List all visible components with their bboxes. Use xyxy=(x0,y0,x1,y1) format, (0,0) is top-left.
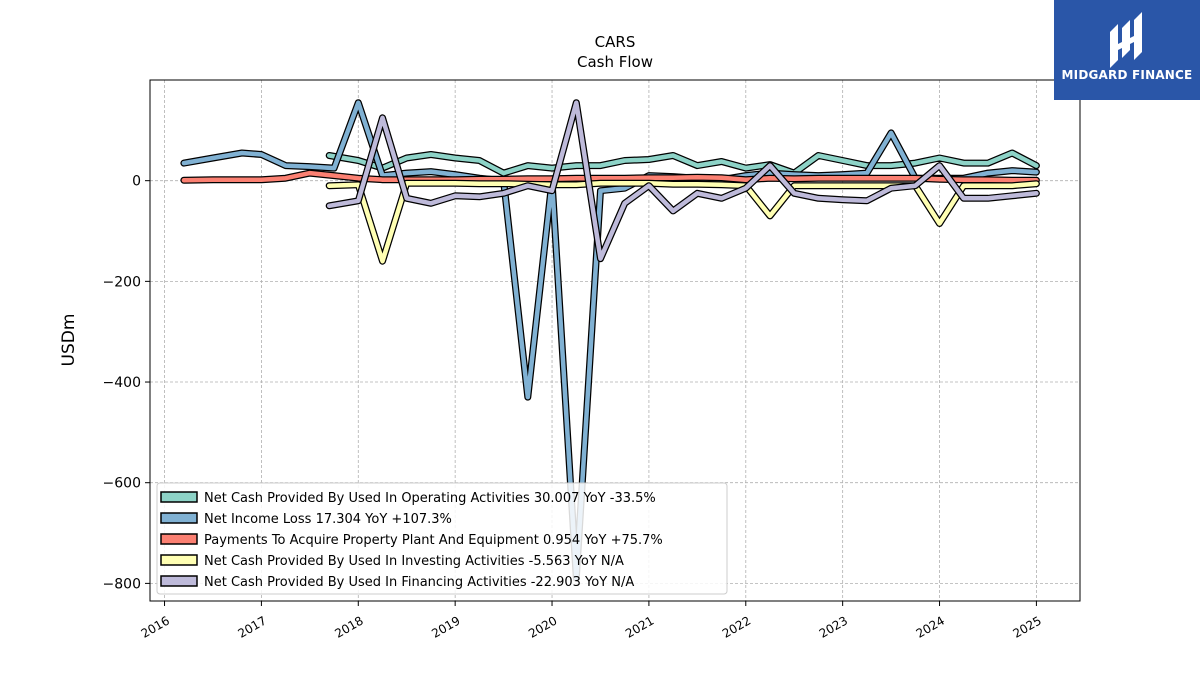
x-tick-label: 2018 xyxy=(332,613,365,640)
legend-swatch xyxy=(160,512,198,524)
legend-entry: Net Cash Provided By Used In Investing A… xyxy=(204,554,624,569)
chart-subtitle: Cash Flow xyxy=(577,53,653,71)
legend-entry: Net Cash Provided By Used In Operating A… xyxy=(204,491,656,506)
x-tick-label: 2023 xyxy=(817,613,850,640)
brand-logo: MIDGARD FINANCE xyxy=(1054,0,1200,100)
x-tick-label: 2024 xyxy=(914,613,947,640)
legend-box xyxy=(156,482,728,595)
x-tick-label: 2022 xyxy=(720,613,753,640)
chart-title: CARS xyxy=(595,33,636,51)
brand-name: MIDGARD FINANCE xyxy=(1061,68,1193,82)
x-tick-label: 2016 xyxy=(139,613,172,640)
legend-swatch xyxy=(160,491,198,503)
y-tick-label: −200 xyxy=(103,274,141,290)
x-tick-label: 2020 xyxy=(526,613,559,640)
series-line-2 xyxy=(181,100,1039,581)
x-tick-label: 2025 xyxy=(1010,613,1043,640)
series-outline-4 xyxy=(325,179,1040,265)
legend-entry: Payments To Acquire Property Plant And E… xyxy=(204,533,663,548)
series-line-4 xyxy=(326,180,1039,264)
series-line-5 xyxy=(326,100,1039,261)
series-line-1 xyxy=(326,150,1039,176)
series-line-3 xyxy=(181,170,1039,183)
y-tick-label: −400 xyxy=(103,375,141,391)
x-tick-label: 2017 xyxy=(235,613,268,640)
legend: Net Cash Provided By Used In Operating A… xyxy=(156,482,728,595)
y-tick-label: −800 xyxy=(103,576,141,592)
legend-swatch xyxy=(160,575,198,587)
legend-swatch xyxy=(160,533,198,545)
y-tick-label: −600 xyxy=(103,476,141,492)
legend-entry: Net Cash Provided By Used In Financing A… xyxy=(204,575,634,590)
legend-entry: Net Income Loss 17.304 YoY +107.3% xyxy=(204,512,452,527)
legend-swatch xyxy=(160,554,198,566)
y-tick-label: 0 xyxy=(132,174,141,190)
x-tick-label: 2019 xyxy=(429,613,462,640)
y-axis-label: USDm xyxy=(59,314,79,367)
series-lines xyxy=(180,99,1040,582)
plot-frame xyxy=(149,79,1081,602)
x-tick-label: 2021 xyxy=(623,613,656,640)
midgard-logo-icon xyxy=(1110,12,1142,68)
